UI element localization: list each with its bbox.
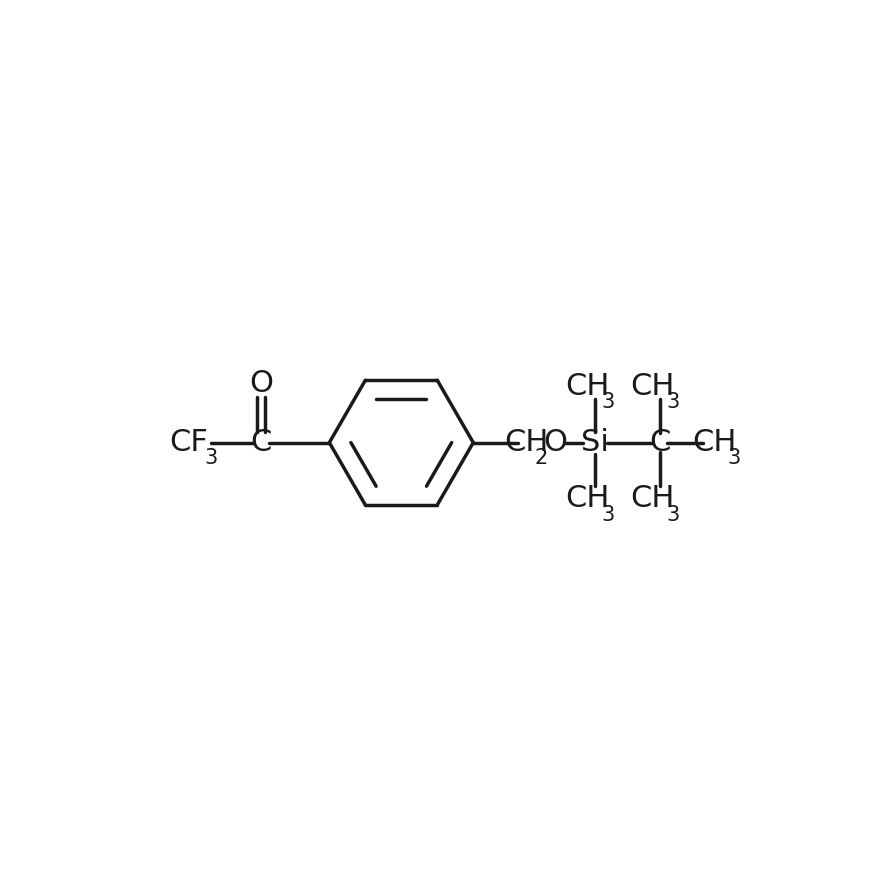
Text: C: C (250, 428, 271, 457)
Text: C: C (649, 428, 670, 457)
Text: O: O (543, 428, 567, 457)
Text: 3: 3 (667, 506, 680, 525)
Text: CH: CH (565, 372, 610, 400)
Text: 3: 3 (667, 392, 680, 412)
Text: CH: CH (565, 484, 610, 514)
Text: Si: Si (580, 428, 609, 457)
Text: CH: CH (631, 484, 675, 514)
Text: CH: CH (631, 372, 675, 400)
Text: CH: CH (504, 428, 548, 457)
Text: CF: CF (169, 428, 208, 457)
Text: 3: 3 (727, 449, 740, 468)
Text: 3: 3 (602, 506, 615, 525)
Text: CH: CH (692, 428, 737, 457)
Text: 3: 3 (602, 392, 615, 412)
Text: O: O (249, 369, 273, 398)
Text: 2: 2 (535, 449, 547, 468)
Text: 3: 3 (204, 449, 217, 468)
